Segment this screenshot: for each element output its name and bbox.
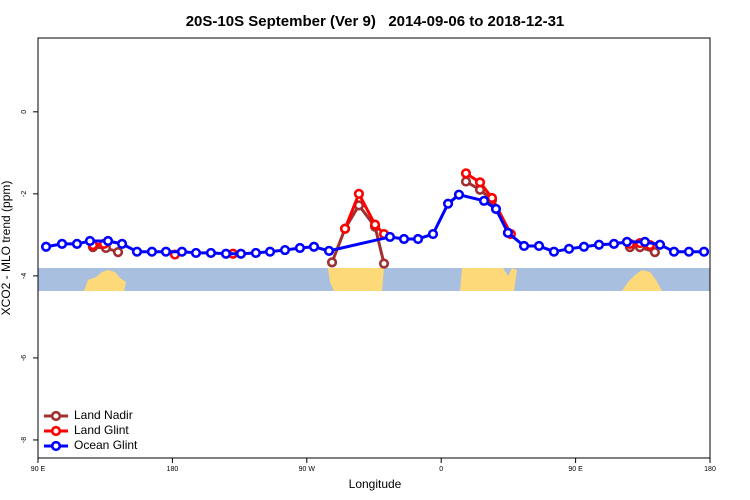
data-point bbox=[71, 238, 83, 249]
x-axis-title: Longitude bbox=[349, 477, 402, 491]
data-point bbox=[84, 235, 96, 247]
data-point bbox=[264, 246, 276, 257]
data-point bbox=[369, 219, 381, 230]
data-point bbox=[220, 248, 232, 259]
data-point bbox=[460, 176, 472, 187]
data-point bbox=[698, 246, 710, 257]
data-point bbox=[190, 247, 202, 259]
data-point bbox=[478, 195, 490, 206]
data-point bbox=[412, 233, 424, 245]
data-point bbox=[56, 238, 68, 249]
data-point bbox=[683, 246, 695, 257]
data-point bbox=[654, 239, 666, 250]
land bbox=[84, 270, 126, 291]
x-tick-label: 0 bbox=[439, 466, 443, 473]
data-point bbox=[578, 241, 590, 252]
data-point bbox=[323, 245, 335, 256]
y-tick-label: -2 bbox=[21, 191, 28, 197]
data-point bbox=[668, 246, 680, 257]
data-point bbox=[116, 238, 128, 249]
data-point bbox=[490, 203, 502, 215]
data-point bbox=[563, 243, 575, 254]
data-point bbox=[486, 192, 498, 204]
data-point bbox=[593, 239, 605, 250]
data-point bbox=[649, 247, 660, 258]
data-point bbox=[205, 247, 217, 259]
series-line bbox=[92, 172, 651, 247]
data-point bbox=[146, 246, 158, 257]
data-point bbox=[112, 247, 124, 258]
data-point bbox=[160, 246, 172, 257]
x-tick-label: 90 E bbox=[568, 466, 583, 473]
y-axis-title: XCO2 - MLO trend (ppm) bbox=[0, 181, 13, 316]
legend-marker bbox=[50, 425, 62, 437]
data-point bbox=[502, 227, 514, 238]
data-point bbox=[353, 188, 365, 199]
data-point bbox=[474, 177, 486, 188]
data-point bbox=[40, 241, 52, 252]
plot-frame bbox=[37, 37, 711, 459]
data-point bbox=[378, 258, 390, 269]
data-point bbox=[548, 246, 560, 257]
land bbox=[328, 268, 384, 291]
data-point bbox=[294, 242, 306, 254]
data-point bbox=[250, 247, 261, 259]
data-point bbox=[427, 228, 439, 240]
y-tick-label: 0 bbox=[21, 110, 28, 114]
land bbox=[460, 268, 517, 291]
x-tick-label: 180 bbox=[704, 466, 716, 473]
y-tick-label: -6 bbox=[21, 355, 28, 361]
data-point bbox=[460, 168, 472, 179]
land bbox=[622, 270, 662, 291]
data-point bbox=[339, 223, 351, 234]
data-point bbox=[398, 233, 410, 245]
data-point bbox=[326, 257, 338, 268]
legend-label: Land Glint bbox=[74, 423, 129, 437]
data-point bbox=[518, 240, 530, 252]
data-point bbox=[308, 241, 320, 252]
y-tick-label: -4 bbox=[21, 273, 28, 279]
data-point bbox=[131, 246, 143, 257]
chart-title: 20S-10S September (Ver 9) 2014-09-06 to … bbox=[186, 13, 565, 30]
data-point bbox=[442, 198, 454, 209]
x-tick-label: 90 W bbox=[299, 466, 316, 473]
data-point bbox=[608, 238, 620, 249]
land-ocean-strip bbox=[38, 268, 710, 291]
legend-marker bbox=[50, 410, 62, 422]
data-point bbox=[639, 236, 650, 247]
data-point bbox=[453, 189, 465, 200]
data-point bbox=[102, 235, 114, 247]
y-tick-label: -8 bbox=[21, 437, 28, 443]
x-tick-label: 90 E bbox=[31, 466, 46, 473]
data-point bbox=[279, 244, 291, 256]
legend-label: Land Nadir bbox=[74, 408, 133, 422]
x-tick-label: 180 bbox=[167, 466, 179, 473]
data-point bbox=[533, 240, 545, 252]
data-point bbox=[235, 248, 247, 259]
data-point bbox=[176, 246, 188, 257]
legend-label: Ocean Glint bbox=[74, 438, 138, 452]
data-point bbox=[384, 231, 396, 243]
legend-marker bbox=[50, 440, 62, 452]
data-point bbox=[621, 236, 633, 247]
